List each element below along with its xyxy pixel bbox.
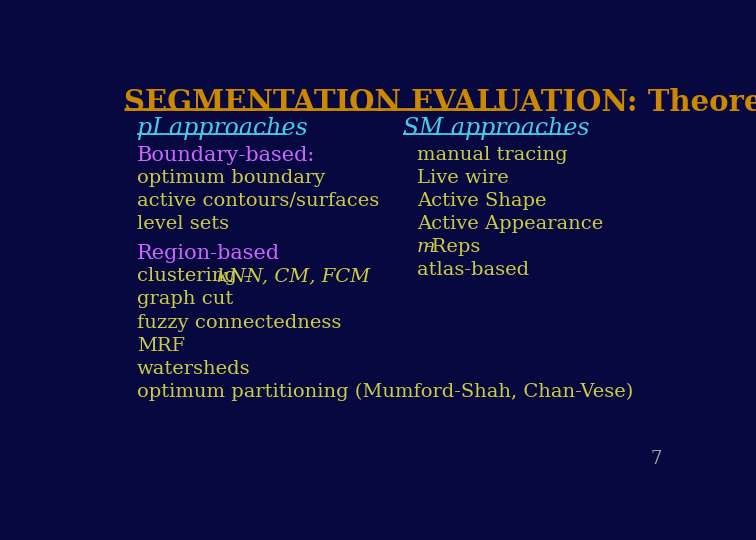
Text: graph cut: graph cut bbox=[137, 291, 234, 308]
Text: Region-based: Region-based bbox=[137, 244, 280, 263]
Text: fuzzy connectedness: fuzzy connectedness bbox=[137, 314, 342, 332]
Text: manual tracing: manual tracing bbox=[417, 146, 568, 164]
Text: 7: 7 bbox=[650, 450, 662, 468]
Text: Boundary-based:: Boundary-based: bbox=[137, 146, 315, 165]
Text: optimum partitioning (Mumford-Shah, Chan-Vese): optimum partitioning (Mumford-Shah, Chan… bbox=[137, 383, 634, 401]
Text: level sets: level sets bbox=[137, 215, 229, 233]
Text: Active Appearance: Active Appearance bbox=[417, 215, 603, 233]
Text: watersheds: watersheds bbox=[137, 360, 251, 377]
Text: MRF: MRF bbox=[137, 336, 185, 355]
Text: m: m bbox=[417, 238, 435, 256]
Text: Live wire: Live wire bbox=[417, 168, 509, 187]
Text: active contours/surfaces: active contours/surfaces bbox=[137, 192, 380, 210]
Text: kNN, CM, FCM: kNN, CM, FCM bbox=[217, 267, 370, 285]
Text: optimum boundary: optimum boundary bbox=[137, 168, 325, 187]
Text: Active Shape: Active Shape bbox=[417, 192, 547, 210]
Text: SM approaches: SM approaches bbox=[403, 117, 590, 140]
Text: clustering –: clustering – bbox=[137, 267, 259, 285]
Text: atlas-based: atlas-based bbox=[417, 261, 529, 279]
Text: SEGMENTATION EVALUATION: Theoretical: SEGMENTATION EVALUATION: Theoretical bbox=[124, 88, 756, 117]
Text: pI approaches: pI approaches bbox=[137, 117, 308, 140]
Text: -Reps: -Reps bbox=[426, 238, 481, 256]
